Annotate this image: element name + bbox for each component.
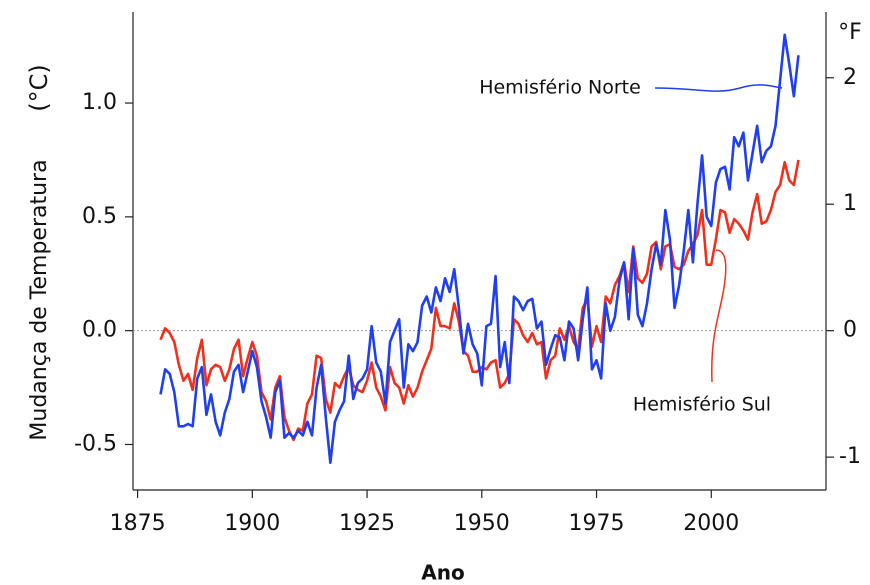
x-tick-label: 1950 xyxy=(454,511,510,536)
annotation-leader xyxy=(654,84,783,92)
y2-tick-label: 2 xyxy=(843,65,857,90)
x-tick-label: 2000 xyxy=(683,511,739,536)
x-tick-label: 1875 xyxy=(110,511,166,536)
y2-tick-label: 1 xyxy=(843,191,857,216)
y-tick-label: 0.5 xyxy=(82,204,117,229)
y-tick-label: 1.0 xyxy=(82,90,117,115)
y2-tick-label: 0 xyxy=(843,318,857,343)
y-tick-label: -0.5 xyxy=(74,431,117,456)
y2-axis-unit: °F xyxy=(838,20,862,45)
annotation-south: Hemisfério Sul xyxy=(633,394,771,416)
x-tick-label: 1925 xyxy=(339,511,395,536)
x-tick-label: 1975 xyxy=(569,511,625,536)
y-tick-label: 0.0 xyxy=(82,318,117,343)
x-tick-label: 1900 xyxy=(224,511,280,536)
x-axis-label: Ano xyxy=(421,561,464,585)
series-line xyxy=(159,33,800,464)
y-axis-unit: (°C) xyxy=(25,64,53,111)
y-axis-label: Mudança de Temperatura xyxy=(27,159,52,440)
annotation-north: Hemisfério Norte xyxy=(479,77,641,99)
y2-tick-label: -1 xyxy=(839,444,861,469)
annotation-leader xyxy=(711,249,727,383)
